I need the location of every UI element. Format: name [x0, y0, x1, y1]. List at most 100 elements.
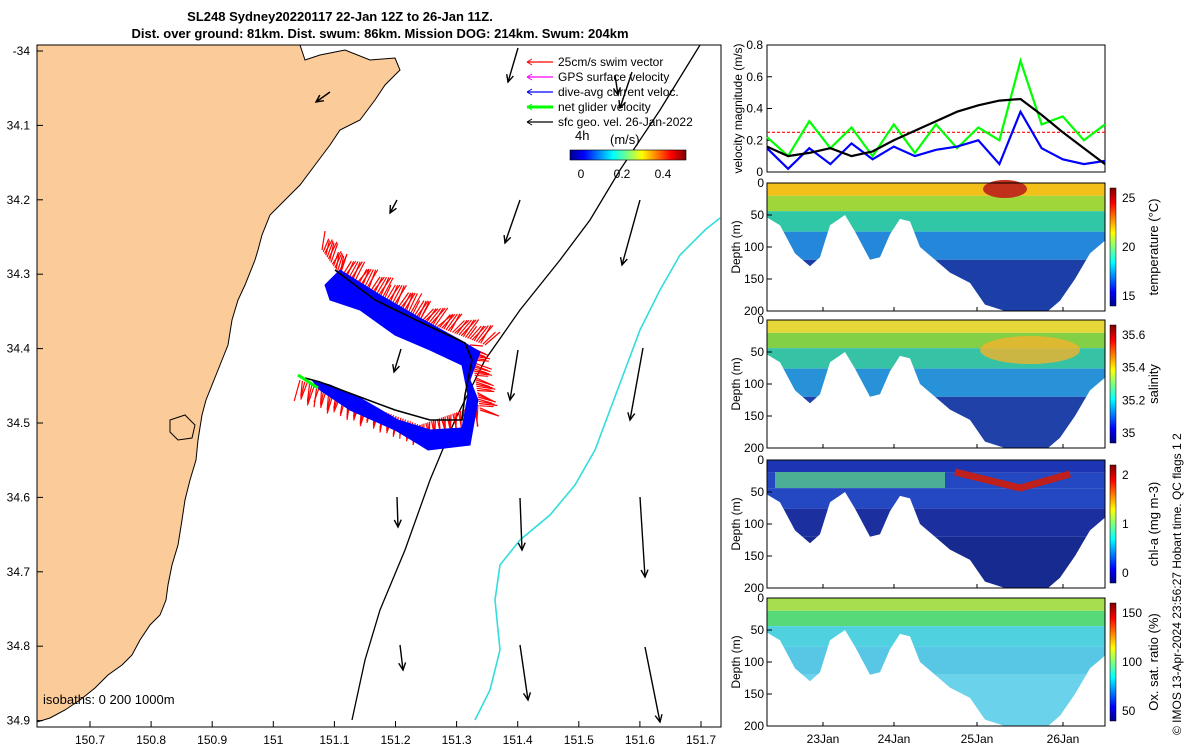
swim-vector: [478, 400, 495, 405]
section-band: [767, 598, 1105, 611]
swim-vector: [475, 325, 489, 343]
geo-arrowhead: [654, 714, 663, 724]
swim-vector: [434, 307, 449, 327]
legend-label: GPS surface velocity: [558, 70, 669, 84]
swim-vector: [474, 374, 489, 377]
swim-vector: [458, 319, 473, 336]
swim-vector: [397, 292, 410, 308]
net-velocity-segment: [297, 373, 319, 390]
swim-vector: [367, 269, 377, 291]
swim-vector: [458, 411, 463, 431]
section-colorbar-label: salinity: [1146, 364, 1161, 404]
swim-vector: [476, 389, 495, 393]
section-panel-3: 0 50 100 150 200 Depth (m) 2 1 0 chl-a (mg m-3): [730, 453, 1161, 595]
geo-arrowhead: [506, 73, 514, 84]
legend-arrowhead: [526, 73, 533, 81]
section-colorbar: [1109, 464, 1117, 584]
velocity-y-label: velocity magnitude (m/s): [731, 43, 745, 173]
swim-vector: [475, 381, 491, 388]
swim-vector: [479, 409, 500, 417]
legend-arrowhead: [526, 118, 533, 126]
swim-vector: [401, 292, 412, 311]
swim-vector: [480, 325, 492, 344]
section-band: [767, 368, 1105, 397]
swim-vector: [325, 240, 331, 256]
section-y-tick-label: 50: [751, 485, 765, 499]
map-x-tick-label: 151.5: [564, 733, 594, 747]
swim-vector: [409, 293, 423, 315]
legend-label: sfc geo. vel. 26-Jan-2022: [558, 115, 693, 129]
section-panel-1: 0 50 100 150 200 Depth (m) 25 20 15 temperature (…: [730, 176, 1161, 318]
legend-arrowhead: [526, 88, 533, 96]
geo-arrowhead: [522, 692, 532, 702]
map-x-axis: 150.7 150.8 150.9 151 151.1 151.2 151.3 151.4 15…: [75, 721, 716, 747]
section-y-tick-label: 0: [757, 313, 764, 327]
swim-vector: [465, 319, 480, 338]
section-y-label: Depth (m): [730, 220, 743, 273]
swim-vector: [306, 383, 311, 402]
isobaths-label: isobaths: 0 200 1000m: [43, 692, 175, 707]
section-x-tick-label: 24Jan: [878, 732, 911, 746]
swim-vector: [476, 387, 492, 391]
velocity-y-tick-label: 0.4: [746, 102, 763, 116]
section-y-tick-label: 100: [744, 655, 764, 669]
swim-vector: [363, 269, 374, 289]
swim-vector: [300, 382, 308, 400]
swim-vector: [333, 251, 339, 267]
geo-arrowhead: [640, 569, 649, 579]
swim-vector: [445, 313, 458, 331]
section-y-tick-label: 150: [744, 409, 764, 423]
map-x-tick-label: 151.3: [442, 733, 472, 747]
section-y-label: Depth (m): [730, 635, 743, 688]
section-colorbar-tick: 15: [1122, 289, 1136, 303]
map-x-tick-label: 151.1: [319, 733, 349, 747]
map-x-tick-label: 150.7: [75, 733, 105, 747]
section-y-tick-label: 150: [744, 687, 764, 701]
section-y-tick-label: 200: [744, 581, 764, 595]
colorbar-units: (m/s): [610, 132, 640, 147]
geo-velocity-arrow: [504, 199, 521, 244]
swim-vector: [428, 307, 442, 324]
colorbar-tick-label: 0.2: [614, 167, 631, 181]
map-y-tick-label: -34: [13, 44, 31, 58]
seafloor-mask: [767, 352, 1105, 448]
swim-vector: [473, 370, 490, 375]
geo-arrowhead: [392, 363, 400, 374]
section-band: [767, 211, 1105, 232]
map-colorbar: [569, 149, 687, 161]
map-y-tick-label: 34.4: [7, 342, 31, 356]
swim-vector: [300, 380, 303, 396]
section-y-label: Depth (m): [730, 497, 743, 550]
swim-vector: [473, 325, 485, 342]
map-x-tick-label: 150.9: [197, 733, 227, 747]
legend-arrowhead: [526, 58, 533, 66]
geo-arrowhead: [627, 412, 636, 422]
swim-vector: [421, 308, 435, 322]
swim-vector: [462, 319, 475, 337]
swim-vector: [405, 292, 414, 313]
geo-velocity-arrow: [519, 644, 529, 701]
section-colorbar-tick: 35: [1122, 426, 1136, 440]
swim-vector: [417, 300, 427, 320]
section-band: [767, 183, 1105, 196]
section-colorbar-label: Ox. sat. ratio (%): [1146, 613, 1161, 711]
geo-arrowhead: [503, 234, 512, 245]
section-colorbar: [1109, 324, 1117, 444]
section-y-tick-label: 200: [744, 719, 764, 733]
section-colorbar-tick: 0: [1122, 566, 1129, 580]
swim-vector: [439, 314, 451, 328]
glider-path: [304, 269, 473, 421]
swim-vector: [306, 384, 313, 404]
swim-vector: [426, 308, 437, 323]
map-x-tick-label: 151.2: [380, 733, 410, 747]
swim-vector: [391, 284, 403, 305]
section-y-tick-label: 0: [757, 453, 764, 467]
swim-vector: [467, 325, 478, 339]
geo-velocity-arrow: [644, 646, 661, 723]
map-y-axis: -34 34.1 34.2 34.3 34.4 34.5 34.6 34.7 34.8 34.9: [7, 44, 43, 728]
geo-arrowhead: [618, 99, 627, 110]
velocity-y-tick-label: 0.8: [746, 38, 763, 52]
